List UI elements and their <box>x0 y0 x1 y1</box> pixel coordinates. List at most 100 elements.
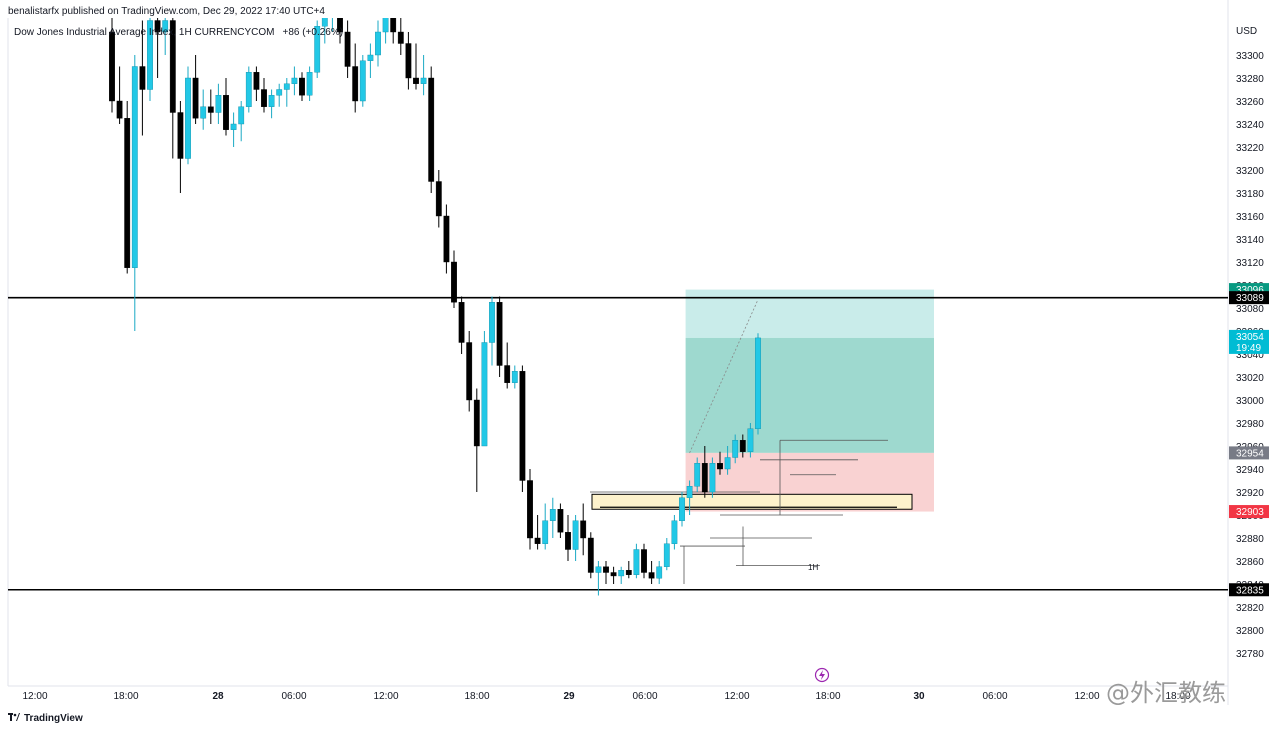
candle <box>331 18 333 32</box>
candle-body <box>580 520 587 539</box>
y-tick-label: 33120 <box>1236 258 1264 269</box>
candle-body <box>352 66 359 102</box>
candle-body <box>504 365 511 383</box>
candle-body <box>549 509 556 521</box>
candle-body <box>656 566 663 579</box>
y-tick-label: 33160 <box>1236 212 1264 223</box>
target-zone-filled <box>685 337 934 453</box>
candle-body <box>572 520 579 550</box>
candle-body <box>724 457 731 470</box>
candle <box>694 457 701 492</box>
candle-body <box>253 72 260 90</box>
price-badge-bg <box>1229 505 1269 519</box>
candle <box>542 503 549 550</box>
candle <box>390 18 397 44</box>
lightning-icon <box>814 667 830 683</box>
candle <box>504 342 511 389</box>
candle-body <box>382 18 389 33</box>
symbol-name: Dow Jones Industrial Average Index, 1H C… <box>14 27 275 38</box>
candle-body <box>299 77 305 96</box>
candle-body <box>625 570 632 576</box>
x-tick-label: 12:00 <box>373 691 398 702</box>
y-tick-label: 33280 <box>1236 74 1264 85</box>
symbol-legend: Dow Jones Industrial Average Index, 1H C… <box>14 27 343 38</box>
candle <box>656 561 663 584</box>
candle-body <box>314 26 321 73</box>
tradingview-logo: TradingView <box>8 713 83 724</box>
y-tick-label: 32940 <box>1236 465 1264 476</box>
candle <box>625 561 632 579</box>
candle <box>724 446 731 475</box>
lightning-icon-bolt <box>819 670 825 680</box>
price-badge-countdown: 19:49 <box>1236 343 1261 354</box>
candle <box>610 566 617 584</box>
price-badge-entry: 32954 <box>1229 446 1269 460</box>
candle <box>352 43 359 113</box>
candle-body <box>701 463 708 493</box>
candle-body <box>610 572 617 577</box>
candle <box>679 492 685 527</box>
candle <box>739 434 746 458</box>
candle-body <box>139 66 146 90</box>
candle-body <box>618 570 625 577</box>
candle-body <box>245 72 252 107</box>
x-tick-label: 29 <box>563 691 575 702</box>
candle-body <box>557 509 564 533</box>
candle <box>314 20 321 78</box>
order-block-zone <box>591 493 913 510</box>
currency-label: USD <box>1236 26 1257 37</box>
candle <box>185 66 191 165</box>
candle-body <box>739 440 746 452</box>
candle-body <box>481 342 488 447</box>
watermark: @外汇教练 <box>1106 679 1226 707</box>
y-tick-label: 32780 <box>1236 649 1264 660</box>
candle <box>306 66 313 101</box>
candle <box>154 18 161 78</box>
y-tick-label: 33080 <box>1236 304 1264 315</box>
x-tick-label: 12:00 <box>22 691 47 702</box>
publisher-caption: benalistarfx published on TradingView.co… <box>8 6 325 17</box>
candle <box>397 18 404 55</box>
candle-body <box>633 549 640 575</box>
candle-body <box>185 77 191 159</box>
y-tick-label: 32880 <box>1236 534 1264 545</box>
candle <box>109 18 115 113</box>
candle-body <box>496 302 503 366</box>
y-tick-label: 33040 <box>1236 350 1264 361</box>
candle <box>686 480 693 515</box>
price-badge-bg <box>1229 291 1269 305</box>
candle <box>747 423 754 458</box>
target-zone-pending <box>685 289 934 338</box>
x-tick-label: 18:00 <box>815 691 840 702</box>
candle-body <box>595 566 602 573</box>
candle <box>238 101 245 142</box>
price-badge-line: 32835 <box>1229 583 1269 597</box>
candle-body <box>679 497 685 521</box>
candle <box>382 18 389 44</box>
x-tick-label: 06:00 <box>281 691 306 702</box>
plot-area: 1H <box>8 18 1228 596</box>
candle-body <box>192 77 199 119</box>
candle <box>473 388 480 492</box>
x-tick-label: 12:00 <box>724 691 749 702</box>
candle <box>215 83 222 124</box>
y-tick-label: 33000 <box>1236 396 1264 407</box>
candle-body <box>435 181 442 217</box>
candle <box>177 101 184 193</box>
candle-body <box>755 337 761 429</box>
candle-body <box>663 543 670 567</box>
y-tick-label: 33200 <box>1236 166 1264 177</box>
x-tick-label: 18:00 <box>113 691 138 702</box>
lightning-icon-ring <box>814 667 830 683</box>
candle <box>268 89 275 119</box>
candle-body <box>527 480 533 539</box>
x-tick-label: 06:00 <box>982 691 1007 702</box>
candle <box>603 561 609 584</box>
candle-body <box>276 89 283 96</box>
candle <box>519 365 526 492</box>
candle-body <box>238 106 245 125</box>
candle <box>641 543 647 579</box>
candle <box>648 561 655 584</box>
x-tick-label: 06:00 <box>632 691 657 702</box>
